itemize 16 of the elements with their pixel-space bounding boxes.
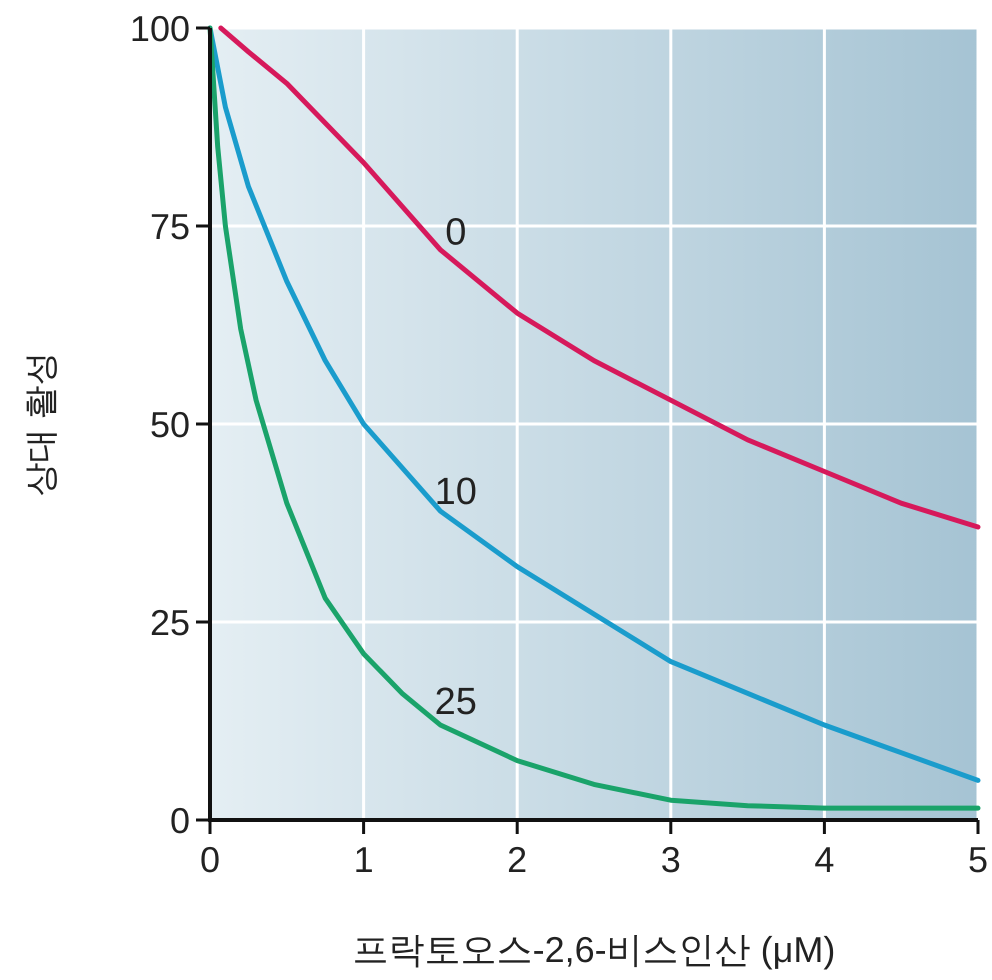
y-tick-label: 50: [150, 404, 190, 445]
x-axis-title: 프락토오스-2,6-비스인산 (μM): [352, 929, 836, 970]
x-tick-label: 0: [200, 839, 220, 880]
x-tick-label: 3: [660, 839, 681, 880]
x-tick-label: 5: [968, 839, 988, 880]
x-tick-label: 2: [507, 839, 528, 880]
y-tick-label: 75: [150, 206, 190, 247]
series-label: 0: [445, 211, 466, 254]
series-label: 25: [434, 681, 477, 724]
y-tick-label: 25: [150, 602, 190, 643]
x-tick-label: 1: [354, 839, 374, 880]
x-tick-label: 4: [814, 839, 834, 880]
y-axis-title: 상대 활성: [22, 351, 60, 497]
y-tick-label: 0: [170, 800, 190, 841]
y-tick-label: 100: [130, 8, 190, 49]
series-label: 10: [434, 471, 477, 514]
